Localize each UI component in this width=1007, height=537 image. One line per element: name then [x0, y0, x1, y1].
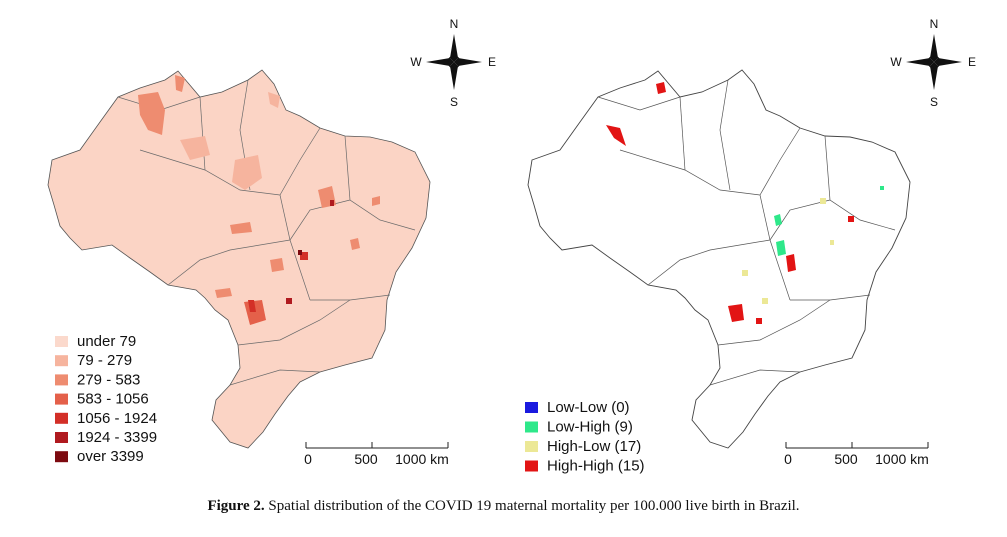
legend-right-item-swatch [525, 421, 538, 433]
compass-n-left: N [450, 17, 459, 31]
scale-bar-left: 0 500 1000 km [304, 442, 449, 467]
compass-e-left: E [488, 55, 496, 69]
legend-left: under 79 79 - 279 279 - 583 583 - 1056 1056 … [55, 333, 157, 465]
legend-right-item-label: High-Low (17) [547, 438, 641, 455]
legend-left-item-label: 1056 - 1924 [77, 410, 157, 427]
legend-left-item-swatch [55, 336, 68, 347]
caption-text: Spatial distribution of the COVID 19 mat… [268, 498, 800, 514]
legend-left-item-swatch [55, 412, 68, 424]
state-borders-left [117, 79, 416, 386]
legend-left-item-label: 79 - 279 [77, 352, 132, 369]
scale-tick-500: 500 [834, 451, 858, 467]
scale-tick-1000: 1000 km [395, 451, 449, 467]
compass-s-right: S [930, 95, 938, 109]
compass-s-left: S [450, 95, 458, 109]
legend-right-item-label: Low-Low (0) [547, 399, 630, 416]
legend-left-item-swatch [55, 432, 68, 443]
state-borders-right [597, 79, 896, 386]
compass-e-right: E [968, 55, 976, 69]
legend-right-item-swatch [525, 402, 538, 413]
legend-right-item-label: High-High (15) [547, 458, 645, 475]
caption-figure-label: Figure 2. [207, 498, 265, 514]
compass-n-right: N [930, 17, 939, 31]
cluster-patches [606, 82, 884, 324]
legend-left-item-label: 279 - 583 [77, 371, 140, 388]
legend-left-item-swatch [55, 355, 68, 367]
north-arrow-left: N S W E [410, 17, 496, 109]
high-rate-municipalities-left [138, 75, 380, 325]
compass-w-left: W [410, 55, 422, 69]
compass-w-right: W [890, 55, 902, 69]
right-lisa-cluster-map [527, 69, 911, 449]
scale-bar-right: 0 500 1000 km [784, 442, 929, 467]
scale-tick-0: 0 [784, 451, 792, 467]
brazil-outline-right [527, 69, 911, 449]
legend-right: Low-Low (0) Low-High (9) High-Low (17) High… [525, 399, 645, 475]
scale-tick-1000: 1000 km [875, 451, 929, 467]
legend-right-item-swatch [525, 441, 538, 452]
legend-left-item-swatch [55, 393, 68, 405]
legend-left-item-label: 1924 - 3399 [77, 429, 157, 446]
scale-tick-500: 500 [354, 451, 378, 467]
legend-left-item-label: over 3399 [77, 448, 144, 465]
figure-caption: Figure 2. Spatial distribution of the CO… [0, 498, 1007, 515]
legend-left-item-label: 583 - 1056 [77, 391, 149, 408]
left-choropleth-map [47, 69, 431, 449]
legend-right-item-swatch [525, 460, 538, 472]
legend-left-item-swatch [55, 451, 68, 463]
legend-right-item-label: Low-High (9) [547, 419, 633, 436]
scale-tick-0: 0 [304, 451, 312, 467]
legend-left-item-label: under 79 [77, 333, 136, 350]
legend-left-item-swatch [55, 374, 68, 386]
north-arrow-right: N S W E [890, 17, 976, 109]
